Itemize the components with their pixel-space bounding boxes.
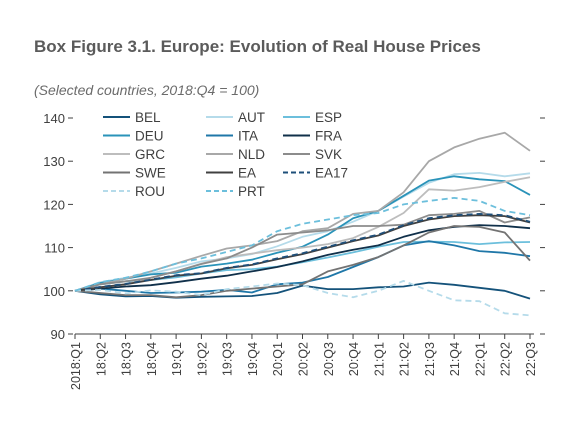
x-tick-label: 18:Q2	[94, 342, 108, 376]
x-tick-label: 18:Q4	[145, 342, 159, 376]
x-tick-label: 21:Q2	[398, 342, 412, 376]
x-tick-label: 21:Q4	[448, 342, 462, 376]
series-line-nld	[74, 131, 531, 292]
legend-label-esp: ESP	[315, 110, 342, 125]
series-line-prt	[74, 196, 531, 292]
x-tick-label: 19:Q2	[195, 342, 209, 376]
chart-title: Box Figure 3.1. Europe: Evolution of Rea…	[34, 37, 481, 56]
legend-label-rou: ROU	[135, 184, 165, 199]
x-tick-label: 19:Q4	[246, 342, 260, 376]
x-tick-label: 20:Q3	[322, 342, 336, 376]
x-tick-label: 2018:Q1	[69, 342, 83, 390]
chart-subtitle: (Selected countries, 2018:Q4 = 100)	[34, 82, 260, 98]
series-line-ea17	[74, 212, 531, 292]
legend-label-fra: FRA	[315, 129, 342, 144]
legend-label-nld: NLD	[238, 147, 265, 162]
legend-label-ea: EA	[238, 166, 256, 181]
legend-label-ita: ITA	[238, 129, 258, 144]
x-tick-label: 21:Q3	[423, 342, 437, 376]
y-tick-label: 100	[43, 284, 65, 299]
legend-label-svk: SVK	[315, 147, 342, 162]
legend-label-bel: BEL	[135, 110, 161, 125]
x-tick-label: 19:Q1	[170, 342, 184, 376]
y-tick-label: 130	[43, 154, 65, 169]
y-tick-label: 140	[43, 111, 65, 126]
x-tick-label: 21:Q1	[372, 342, 386, 376]
y-tick-label: 120	[43, 197, 65, 212]
legend-label-grc: GRC	[135, 147, 165, 162]
x-tick-label: 20:Q4	[347, 342, 361, 376]
legend-label-prt: PRT	[238, 184, 265, 199]
legend-label-deu: DEU	[135, 129, 164, 144]
legend-label-swe: SWE	[135, 166, 166, 181]
x-tick-label: 22:Q3	[524, 342, 538, 376]
series-line-swe	[74, 225, 531, 299]
x-tick-label: 22:Q1	[473, 342, 487, 376]
x-tick-label: 19:Q3	[221, 342, 235, 376]
series-line-ita	[74, 240, 531, 294]
legend-label-ea17: EA17	[315, 166, 348, 181]
x-tick-label: 22:Q2	[499, 342, 513, 376]
y-tick-label: 110	[44, 241, 65, 256]
x-tick-label: 20:Q1	[271, 342, 285, 376]
series-line-svk	[74, 209, 531, 292]
x-tick-label: 20:Q2	[297, 342, 311, 376]
legend-label-aut: AUT	[238, 110, 265, 125]
y-tick-label: 90	[51, 327, 65, 342]
x-tick-label: 18:Q3	[120, 342, 134, 376]
